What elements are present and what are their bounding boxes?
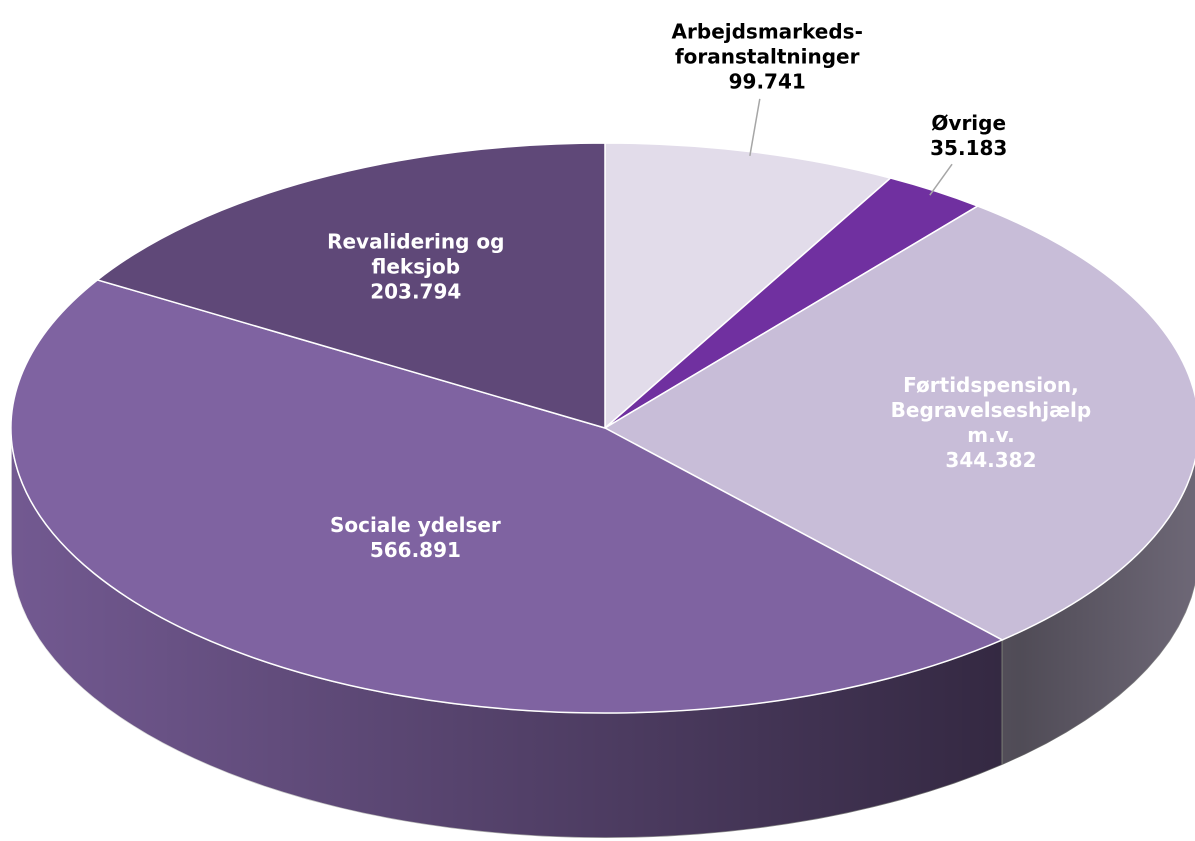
pie-slice: [10, 279, 1004, 714]
slice-name: Øvrige: [931, 111, 1007, 136]
pie-slice: [604, 142, 893, 430]
slice-value: 99.741: [728, 69, 806, 94]
slice-name: Førtidspension, Begravelseshjælp m.v.: [890, 372, 1092, 447]
slice-value: 35.183: [930, 136, 1008, 161]
slice-value: 344.382: [945, 447, 1037, 472]
pie-slice: [603, 205, 1195, 641]
slice-value: 566.891: [369, 537, 461, 562]
side-shade: [11, 428, 1195, 838]
slice-name: Revalidering og fleksjob: [327, 229, 505, 279]
leader-line: [749, 98, 761, 157]
data-label: Førtidspension, Begravelseshjælp m.v. 344…: [889, 373, 1093, 473]
data-label: Øvrige 35.183: [930, 111, 1007, 161]
data-label: Sociale ydelser 566.891: [330, 513, 501, 563]
leader-line: [929, 163, 953, 196]
data-label: Revalidering og fleksjob 203.794: [327, 229, 504, 304]
slice-name: Arbejdsmarkeds- foranstaltninger: [671, 19, 863, 69]
data-label: Arbejdsmarkeds- foranstaltninger 99.741: [672, 19, 863, 94]
slice-name: Sociale ydelser: [329, 512, 501, 537]
pie-slice: [95, 142, 606, 430]
slice-value: 203.794: [370, 279, 462, 304]
